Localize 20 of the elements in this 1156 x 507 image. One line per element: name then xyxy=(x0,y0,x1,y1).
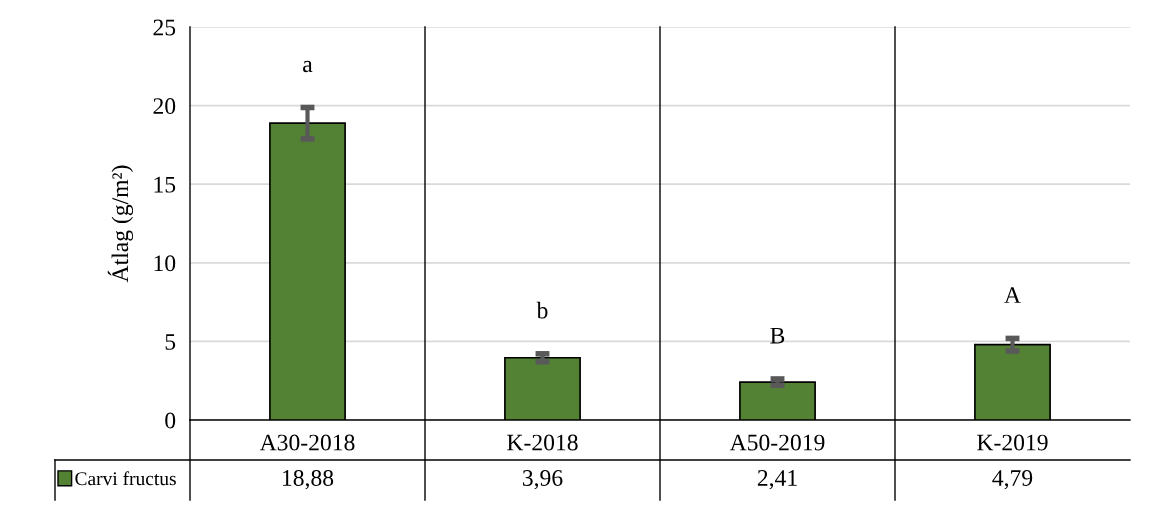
x-tick-label: K-2018 xyxy=(507,434,578,451)
y-tick-label: 15 xyxy=(154,176,176,193)
x-tick-label: K-2019 xyxy=(977,434,1048,451)
y-tick-label: 5 xyxy=(165,334,176,350)
data-label: 4,79 xyxy=(992,470,1033,490)
annotation: b xyxy=(536,301,548,319)
x-tick-label: A50-2019 xyxy=(729,434,825,451)
annotation: a xyxy=(303,60,313,73)
data-label: 3,96 xyxy=(522,470,563,490)
y-tick-label: 0 xyxy=(165,412,176,429)
y-tick-label: 20 xyxy=(153,98,176,115)
y-tick-label: 25 xyxy=(153,19,176,36)
data-label: 18,88 xyxy=(283,469,334,490)
y-axis-title: Átlag (g/m²) xyxy=(107,165,134,283)
legend-label: Carvi fructus xyxy=(75,471,176,486)
data-label: 2,41 xyxy=(757,470,797,490)
y-tick-label: 10 xyxy=(154,255,176,272)
annotation: B xyxy=(770,327,785,344)
annotation: A xyxy=(1004,287,1021,303)
x-tick-label: A30-2018 xyxy=(259,434,355,451)
